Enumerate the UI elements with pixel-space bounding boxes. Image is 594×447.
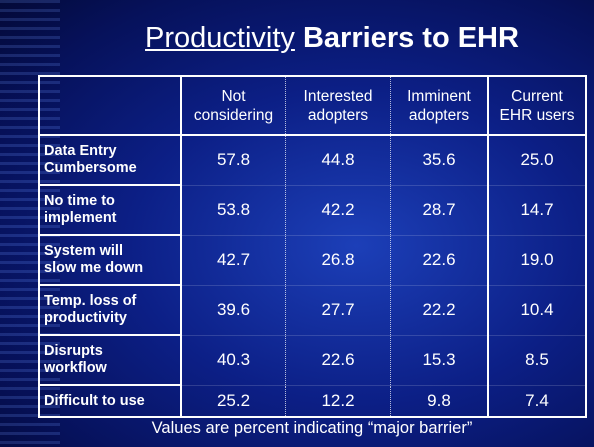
table-cell: 39.6	[181, 285, 286, 335]
row-label-line: No time to	[44, 193, 180, 210]
header-line: Not	[182, 87, 285, 106]
title-underlined: Productivity	[145, 22, 295, 54]
row-label-line: workflow	[44, 360, 180, 377]
table-cell: 57.8	[181, 135, 286, 185]
row-label-line: System will	[44, 243, 180, 260]
table-cell: 44.8	[286, 135, 391, 185]
header-line: adopters	[391, 106, 487, 125]
table-cell: 25.0	[488, 135, 586, 185]
slide-title: Productivity Barriers to EHR	[0, 22, 594, 55]
table-cell: 25.2	[181, 385, 286, 417]
row-label-line: Difficult to use	[44, 393, 180, 410]
slide: Productivity Barriers to EHR Notconsider…	[0, 0, 594, 447]
table-cell: 22.6	[286, 335, 391, 385]
header-line: considering	[182, 106, 285, 125]
table-cell: 15.3	[391, 335, 489, 385]
page: {"title": {"underlined": "Productivity",…	[0, 0, 594, 447]
row-label-line: Temp. loss of	[44, 293, 180, 310]
header-line: adopters	[286, 106, 390, 125]
table-cell: 42.7	[181, 235, 286, 285]
table-cell: 12.2	[286, 385, 391, 417]
table-cell: 26.8	[286, 235, 391, 285]
row-label-line: implement	[44, 210, 180, 227]
row-header: Difficult to use	[39, 385, 181, 417]
table-cell: 22.6	[391, 235, 489, 285]
table-cell: 28.7	[391, 185, 489, 235]
table-cell: 8.5	[488, 335, 586, 385]
table-cell: 7.4	[488, 385, 586, 417]
table-cell: 53.8	[181, 185, 286, 235]
table-cell: 42.2	[286, 185, 391, 235]
corner-cell	[39, 76, 181, 135]
table-cell: 14.7	[488, 185, 586, 235]
footnote: Values are percent indicating “major bar…	[0, 419, 594, 438]
header-line: Interested	[286, 87, 390, 106]
table-cell: 19.0	[488, 235, 586, 285]
row-label-line: slow me down	[44, 260, 180, 277]
table-cell: 27.7	[286, 285, 391, 335]
row-label-line: Data Entry	[44, 143, 180, 160]
row-label-line: Cumbersome	[44, 160, 180, 177]
table-cell: 35.6	[391, 135, 489, 185]
table-cell: 40.3	[181, 335, 286, 385]
header-line: Current	[489, 87, 585, 106]
table-cell: 9.8	[391, 385, 489, 417]
table-cell: 10.4	[488, 285, 586, 335]
header-line: Imminent	[391, 87, 487, 106]
table-cell: 22.2	[391, 285, 489, 335]
row-label-line: Disrupts	[44, 343, 180, 360]
title-bold: Barriers to EHR	[303, 22, 519, 54]
row-label-line: productivity	[44, 310, 180, 327]
header-line: EHR users	[489, 106, 585, 125]
